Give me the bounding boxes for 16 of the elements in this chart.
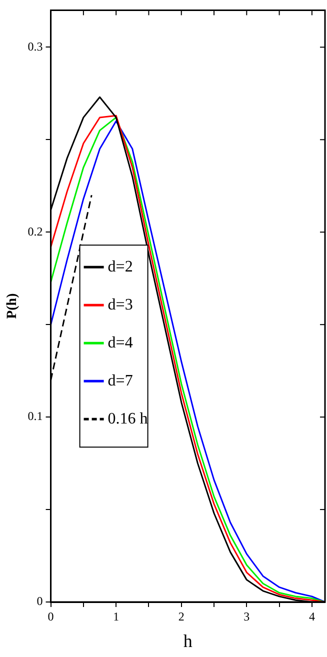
y-tick-label: 0 [36, 594, 43, 608]
x-tick-label: 3 [244, 609, 250, 624]
legend-label: 0.16 h [108, 410, 148, 428]
legend-label: d=7 [108, 372, 133, 390]
x-tick-label: 2 [178, 609, 184, 624]
y-tick-label: 0.1 [28, 409, 43, 424]
y-axis-title: P(h) [5, 292, 20, 319]
y-tick-label: 0.3 [28, 39, 43, 54]
x-tick-label: 4 [308, 609, 315, 624]
x-axis-title: h [183, 630, 192, 651]
x-tick-label: 0 [48, 609, 54, 624]
y-tick-label: 0.2 [28, 224, 43, 238]
legend-label: d=3 [108, 296, 133, 314]
legend-label: d=2 [108, 258, 133, 276]
x-tick-label: 1 [113, 609, 120, 624]
legend-label: d=4 [108, 334, 133, 352]
